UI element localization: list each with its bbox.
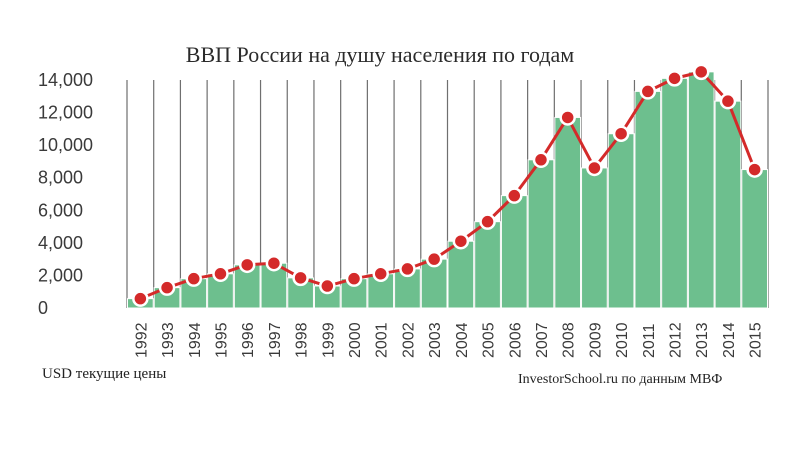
data-point-2012 bbox=[666, 70, 683, 87]
x-tick-label: 2001 bbox=[374, 322, 391, 358]
bar-2004 bbox=[447, 240, 475, 309]
bar-2008 bbox=[554, 116, 582, 309]
data-point-2000 bbox=[345, 270, 363, 287]
x-tick-label: 2008 bbox=[561, 322, 578, 358]
x-tick-label: 2013 bbox=[694, 322, 711, 358]
data-point-2009 bbox=[586, 159, 603, 177]
bar-2006 bbox=[500, 195, 528, 309]
source-note: InvestorSchool.ru по данным МВФ bbox=[518, 372, 723, 387]
x-tick-label: 1998 bbox=[294, 322, 311, 358]
data-point-1995 bbox=[212, 265, 229, 283]
x-tick-label: 1994 bbox=[187, 322, 204, 358]
x-tick-label: 2009 bbox=[587, 322, 604, 358]
y-tick-label: 6,000 bbox=[38, 200, 83, 220]
x-tick-label: 2006 bbox=[507, 322, 524, 358]
data-point-1992 bbox=[132, 290, 149, 307]
data-point-1993 bbox=[158, 279, 176, 296]
bar-2012 bbox=[661, 77, 688, 309]
units-note: USD текущие цены bbox=[42, 366, 167, 382]
bar-2014 bbox=[714, 100, 742, 309]
x-tick-label: 2007 bbox=[534, 322, 551, 358]
x-tick-label: 2011 bbox=[641, 323, 658, 358]
data-point-2007 bbox=[532, 151, 550, 169]
x-tick-label: 2002 bbox=[400, 322, 417, 358]
data-point-2013 bbox=[692, 63, 710, 81]
x-tick-label: 1996 bbox=[240, 322, 257, 358]
data-point-1998 bbox=[292, 269, 309, 287]
data-point-1997 bbox=[265, 254, 283, 272]
x-tick-label: 2015 bbox=[748, 322, 765, 358]
data-point-2011 bbox=[639, 83, 657, 100]
data-point-2002 bbox=[399, 260, 416, 278]
data-point-2001 bbox=[372, 265, 389, 283]
x-tick-label: 2000 bbox=[347, 322, 364, 358]
data-point-1996 bbox=[238, 256, 256, 274]
data-point-2015 bbox=[746, 161, 763, 178]
data-point-2014 bbox=[719, 92, 737, 110]
x-tick-label: 1997 bbox=[267, 322, 284, 358]
x-tick-label: 2012 bbox=[668, 322, 685, 358]
data-point-2006 bbox=[506, 187, 523, 204]
y-tick-label: 10,000 bbox=[38, 135, 93, 155]
x-tick-label: 2004 bbox=[454, 322, 471, 358]
y-tick-label: 2,000 bbox=[38, 265, 83, 285]
x-tick-label: 1999 bbox=[320, 322, 337, 358]
y-tick-label: 14,000 bbox=[38, 70, 93, 90]
y-tick-label: 8,000 bbox=[38, 168, 83, 188]
x-tick-label: 1993 bbox=[160, 322, 177, 358]
data-point-1994 bbox=[185, 270, 203, 287]
data-point-2005 bbox=[479, 213, 496, 230]
bar-2007 bbox=[527, 159, 555, 309]
bar-2005 bbox=[474, 221, 501, 309]
bar-2011 bbox=[634, 90, 662, 309]
x-tick-label: 1992 bbox=[133, 322, 150, 358]
data-point-2004 bbox=[452, 232, 470, 250]
y-tick-label: 4,000 bbox=[38, 233, 83, 253]
data-point-1999 bbox=[319, 277, 336, 295]
bar-2015 bbox=[741, 169, 769, 309]
x-tick-label: 2005 bbox=[481, 322, 498, 358]
bar-2009 bbox=[581, 167, 608, 309]
y-tick-label: 0 bbox=[38, 298, 48, 318]
y-tick-label: 12,000 bbox=[38, 103, 93, 123]
bar-2010 bbox=[607, 133, 635, 309]
x-tick-label: 2014 bbox=[721, 322, 738, 358]
data-point-2010 bbox=[612, 125, 630, 142]
x-tick-label: 1995 bbox=[213, 322, 230, 358]
data-point-2008 bbox=[559, 109, 576, 126]
bar-2013 bbox=[687, 71, 715, 309]
chart-title: ВВП России на душу населения по годам bbox=[185, 42, 575, 67]
x-tick-label: 2003 bbox=[427, 322, 444, 358]
data-point-2003 bbox=[425, 250, 443, 268]
x-tick-label: 2010 bbox=[614, 322, 631, 358]
